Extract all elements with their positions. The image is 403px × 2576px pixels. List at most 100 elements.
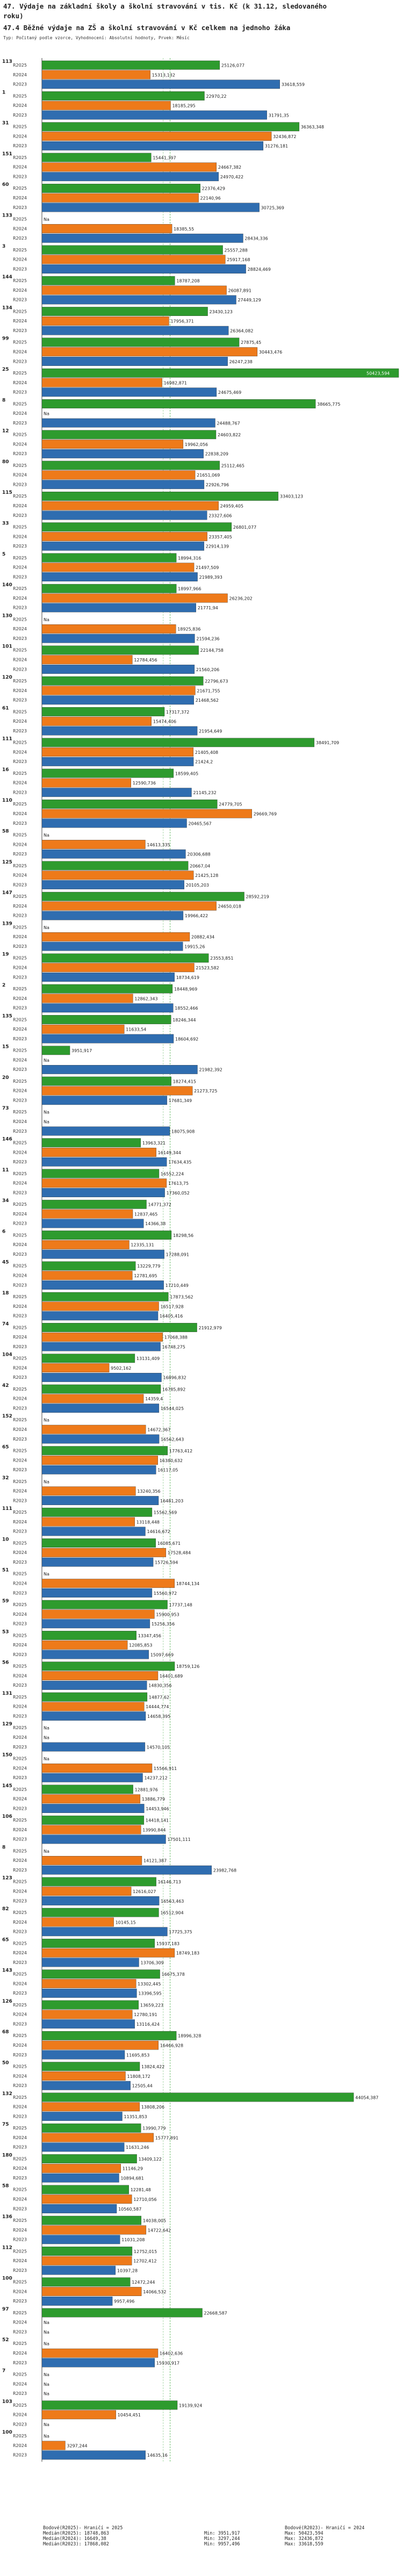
year-label: R2025 bbox=[13, 340, 27, 345]
bar bbox=[41, 901, 217, 911]
bar bbox=[41, 2308, 203, 2318]
year-label: R2024 bbox=[13, 1581, 27, 1586]
data-label: 32436,872 bbox=[273, 134, 296, 139]
year-label: R2024 bbox=[13, 534, 27, 539]
data-label: 16085,671 bbox=[157, 1541, 181, 1546]
bar bbox=[41, 593, 228, 603]
data-label: 18385,55 bbox=[174, 227, 194, 232]
bar bbox=[41, 326, 229, 335]
data-label: 18925,836 bbox=[177, 627, 200, 632]
bar bbox=[41, 2400, 178, 2410]
group-label: 139 bbox=[2, 921, 12, 926]
data-label: 13409,122 bbox=[139, 2157, 162, 2162]
bar bbox=[41, 430, 217, 440]
data-label: 9957,496 bbox=[114, 2299, 134, 2304]
year-label: R2023 bbox=[13, 636, 27, 641]
bar bbox=[41, 285, 227, 295]
year-label: R2024 bbox=[13, 904, 27, 909]
data-label: 17763,412 bbox=[169, 1449, 192, 1454]
year-label: R2024 bbox=[13, 257, 27, 262]
data-label: 18552,466 bbox=[175, 1006, 198, 1011]
year-label: R2023 bbox=[13, 698, 27, 703]
year-label: R2024 bbox=[13, 2105, 27, 2110]
bar bbox=[41, 1064, 198, 1074]
data-label: 3951,917 bbox=[71, 1048, 92, 1053]
bar bbox=[41, 553, 177, 563]
year-label: R2025 bbox=[13, 679, 27, 683]
group-label: 147 bbox=[2, 890, 12, 896]
year-label: R2023 bbox=[13, 1652, 27, 1657]
year-label: R2025 bbox=[13, 1048, 27, 1053]
bar bbox=[41, 418, 215, 428]
group-label: 60 bbox=[2, 182, 9, 188]
bar bbox=[41, 572, 198, 582]
data-label: 30443,476 bbox=[259, 350, 282, 355]
data-label: 15930,917 bbox=[156, 2361, 179, 2365]
data-label: 12702,412 bbox=[133, 2259, 156, 2264]
data-label: 17360,052 bbox=[167, 1191, 190, 1196]
group-label: 133 bbox=[2, 213, 12, 219]
year-label: R2023 bbox=[13, 1006, 27, 1011]
bar bbox=[41, 70, 150, 80]
data-label: 14366,38 bbox=[145, 1221, 165, 1226]
data-label: 21594,236 bbox=[196, 637, 219, 642]
group-label: 126 bbox=[2, 1999, 12, 2004]
data-label: Na bbox=[44, 1120, 49, 1125]
bar bbox=[41, 378, 162, 387]
year-label: R2024 bbox=[13, 811, 27, 816]
data-label: 16748,275 bbox=[162, 1344, 185, 1349]
data-label: 16380,632 bbox=[160, 1458, 183, 1463]
data-label: Na bbox=[44, 2422, 49, 2427]
bar bbox=[41, 1404, 160, 1413]
year-label: R2023 bbox=[13, 944, 27, 949]
data-label: 18075,908 bbox=[171, 1129, 195, 1134]
bar bbox=[41, 122, 300, 132]
data-label: 12505,44 bbox=[132, 2084, 153, 2089]
group-label: 73 bbox=[2, 1106, 9, 1111]
group-label: 115 bbox=[2, 490, 12, 495]
bar bbox=[41, 510, 207, 520]
group-label: 82 bbox=[2, 1906, 9, 1912]
year-label: R2025 bbox=[13, 987, 27, 991]
year-label: R2023 bbox=[13, 1745, 27, 1750]
bar bbox=[41, 1465, 156, 1474]
year-label: R2025 bbox=[13, 1910, 27, 1915]
data-label: 20882,434 bbox=[191, 935, 214, 940]
year-label: R2025 bbox=[13, 63, 27, 68]
legend-text: Min: 3951,917 bbox=[204, 2531, 240, 2536]
year-label: R2023 bbox=[13, 1314, 27, 1319]
year-label: R2025 bbox=[13, 93, 27, 98]
data-label: 24959,405 bbox=[220, 504, 243, 509]
group-label: 99 bbox=[2, 336, 9, 342]
data-label: 19962,056 bbox=[185, 442, 208, 447]
year-label: R2023 bbox=[13, 2145, 27, 2150]
bar bbox=[41, 1711, 146, 1721]
data-label: 22144,758 bbox=[200, 648, 224, 653]
data-label: 14672,367 bbox=[147, 1428, 170, 1433]
year-label: R2024 bbox=[13, 2043, 27, 2048]
data-label: 23327,606 bbox=[208, 513, 232, 518]
data-label: 12335,131 bbox=[131, 1243, 154, 1248]
year-label: R2024 bbox=[13, 966, 27, 970]
data-label: 21989,393 bbox=[199, 575, 222, 580]
data-label: 23430,123 bbox=[210, 310, 233, 314]
data-label: 12781,695 bbox=[134, 1273, 157, 1278]
data-label: 9502,162 bbox=[111, 1366, 131, 1371]
year-label: R2023 bbox=[13, 1960, 27, 1965]
bar bbox=[41, 1231, 172, 1240]
group-label: 1 bbox=[2, 90, 5, 95]
data-label: 22796,673 bbox=[205, 679, 228, 684]
bar bbox=[41, 1240, 129, 1249]
group-label: 52 bbox=[2, 2337, 9, 2343]
year-label: R2025 bbox=[13, 2156, 27, 2161]
data-label: 28434,336 bbox=[244, 236, 268, 241]
data-label: 16517,928 bbox=[161, 1304, 184, 1309]
group-label: 134 bbox=[2, 305, 12, 311]
year-label: R2023 bbox=[13, 1344, 27, 1349]
year-label: R2023 bbox=[13, 2083, 27, 2088]
year-label: R2024 bbox=[13, 134, 27, 139]
year-label: R2025 bbox=[13, 1664, 27, 1669]
bar bbox=[41, 2142, 125, 2152]
data-label: 20465,567 bbox=[188, 821, 211, 826]
